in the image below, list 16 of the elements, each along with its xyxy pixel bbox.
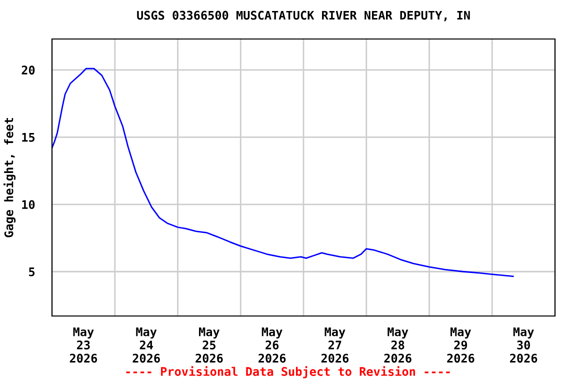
- x-tick-label: May 27 2026: [321, 327, 349, 363]
- x-tick-label: May 23 2026: [70, 327, 98, 363]
- text: ---- Provisional Data Subject to Revision ----: [126, 366, 450, 378]
- x-tick-label: May 24 2026: [132, 327, 160, 363]
- y-tick-label: 15: [22, 133, 35, 142]
- x-tick-label: May 26 2026: [258, 327, 286, 363]
- line-series: [52, 68, 514, 278]
- y-tick-label: 10: [22, 200, 35, 210]
- x-tick-label: May 25 2026: [196, 327, 223, 363]
- y-tick-label: 5: [29, 268, 35, 276]
- x-tick-label: May 29 2026: [447, 327, 474, 363]
- y-axis-title: Gage height, feet: [4, 118, 16, 238]
- x-tick-label: May 28 2026: [384, 327, 412, 363]
- y-tick-label: 20: [22, 66, 35, 75]
- x-tick-label: May 30 2026: [510, 327, 538, 363]
- chart-title: USGS 03366500 MUSCATATUCK RIVER NEAR DEPUTY, IN: [137, 10, 470, 22]
